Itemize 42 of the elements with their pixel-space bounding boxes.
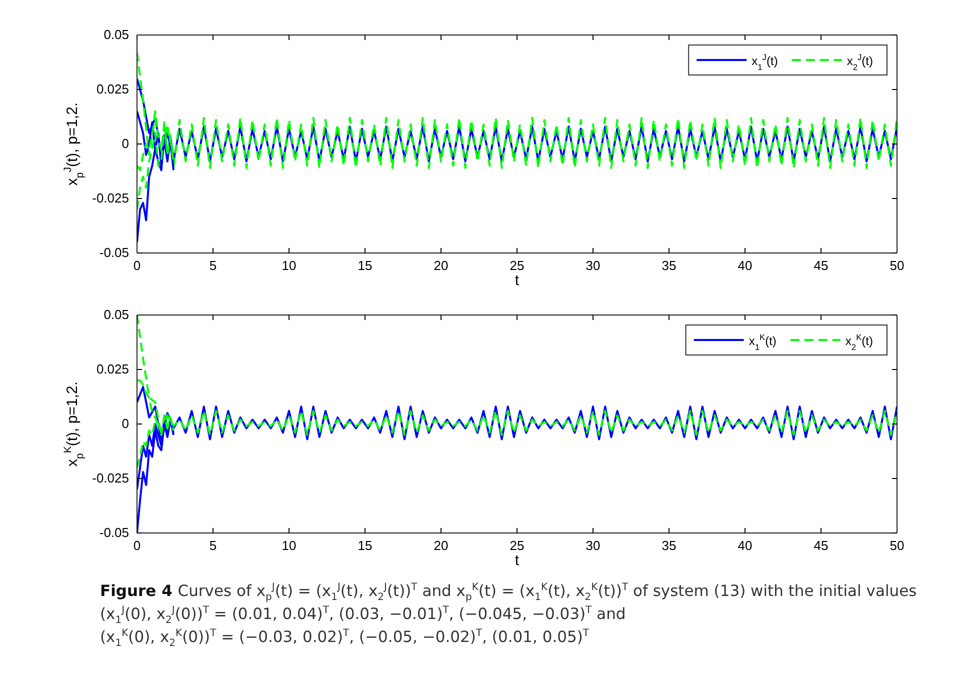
y-tick-label: 0 (122, 416, 129, 432)
text: Curves of x$_{p}$$^{J}$(t) = (x$_{1}$$^{J}$(t), x$_{2}$$^{J}$(t))$^{T}$ and x$_{p}$$^{K}$(t) = (x$_{1}$$^{K}$(t), x$_{2}$$^{K}$(t))$^{T}$ of system (13) with the initial values (178, 582, 917, 604)
x-tick-label: 40 (738, 258, 752, 274)
x-tick-label: 0 (133, 258, 141, 274)
legend-label: x$_{2}$$^{K}$(t) (845, 332, 873, 352)
x-tick-label: 50 (890, 538, 904, 554)
y-tick-label: 0.05 (104, 307, 129, 322)
legend-label: x$_{1}$$^{K}$(t) (748, 332, 776, 352)
y-tick-label: -0.025 (92, 470, 129, 486)
x-tick-label: 25 (510, 258, 524, 274)
x-tick-label: 50 (890, 258, 904, 274)
y-tick-label: -0.025 (92, 190, 129, 206)
x-tick-label: 10 (282, 538, 296, 554)
legend-label: x$_{1}$$^{J}$(t) (752, 52, 778, 72)
x-tick-label: 35 (662, 538, 676, 554)
x-tick-label: 40 (738, 538, 752, 554)
y-tick-label: 0.05 (104, 27, 129, 42)
text: (x$_{1}$$^{J}$(0), x$_{2}$$^{J}$(0))$^{T}$ = (0.01, 0.04)$^{T}$, (0.03, −0.01)$^{T}$, (−0.045, −0.03)$^{T}$ and (100, 604, 626, 626)
x-tick-label: 15 (358, 538, 372, 554)
y-tick-label: 0.025 (96, 82, 129, 97)
x-tick-label: 20 (434, 258, 448, 274)
x-axis-title: t (514, 552, 520, 569)
y-tick-label: 0.025 (96, 362, 129, 377)
x-tick-label: 45 (814, 538, 828, 554)
x-axis-title: t (514, 272, 520, 289)
x-tick-label: 0 (133, 538, 141, 554)
text: (x$_{1}$$^{K}$(0), x$_{2}$$^{K}$(0))$^{T}$ = (−0.03, 0.02)$^{T}$, (−0.05, −0.02)$^{T}$, (0.01, 0.05)$^{T}$ (100, 628, 589, 650)
x-tick-label: 30 (586, 538, 600, 554)
x-tick-label: 45 (814, 258, 828, 274)
x-tick-label: 5 (209, 538, 217, 554)
y-tick-label: -0.05 (99, 525, 129, 540)
x-tick-label: 30 (586, 258, 600, 274)
y-tick-label: 0 (122, 136, 129, 152)
x-tick-label: 25 (510, 538, 524, 554)
x-tick-label: 20 (434, 538, 448, 554)
x-tick-label: 15 (358, 258, 372, 274)
legend-label: x$_{2}$$^{J}$(t) (846, 52, 873, 72)
y-tick-label: -0.05 (99, 245, 129, 260)
x-tick-label: 10 (282, 258, 296, 274)
caption: Figure 4 (100, 582, 174, 600)
x-tick-label: 5 (209, 258, 217, 274)
x-tick-label: 35 (662, 258, 676, 274)
